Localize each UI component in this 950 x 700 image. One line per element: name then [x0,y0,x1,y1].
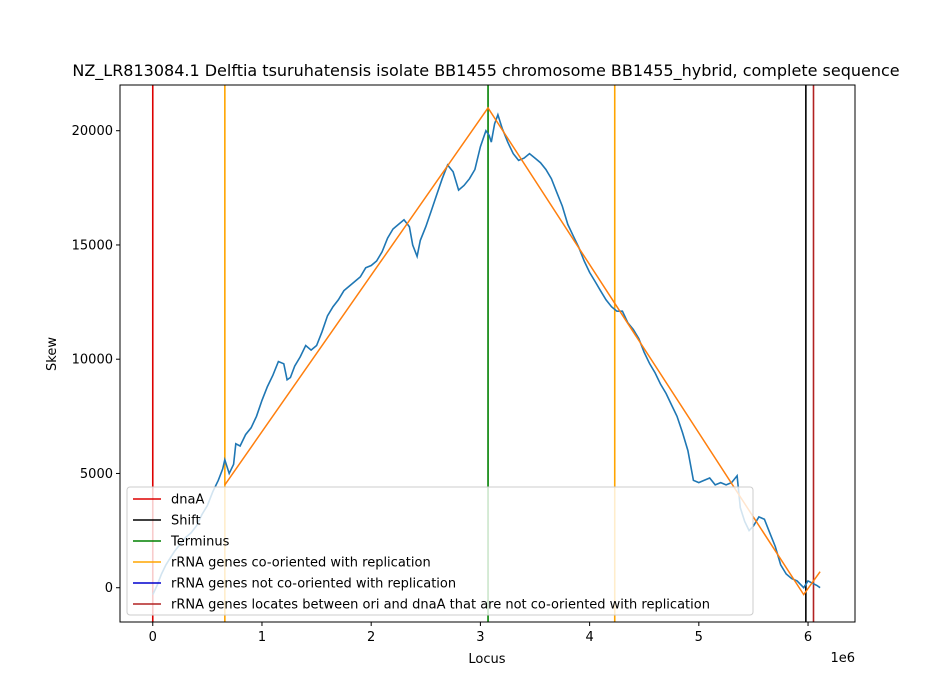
x-tick-label: 2 [367,630,375,645]
x-tick-label: 3 [476,630,484,645]
legend-label-dnaA: dnaA [171,493,204,508]
x-axis-offset-label: 1e6 [830,651,855,666]
x-tick-label: 1 [258,630,266,645]
chart-title: NZ_LR813084.1 Delftia tsuruhatensis isol… [72,61,899,81]
legend-label-shift: Shift [171,514,201,529]
plot-area [151,85,821,622]
y-tick-label: 20000 [72,124,113,139]
y-axis: 0 5000 10000 15000 20000 [72,124,120,596]
x-tick-label: 5 [695,630,703,645]
legend-label-rrna_between: rRNA genes locates between ori and dnaA … [171,598,710,613]
legend-label-rrna_not_co: rRNA genes not co-oriented with replicat… [171,577,456,592]
x-axis-label: Locus [468,652,505,667]
y-tick-label: 10000 [72,353,113,368]
legend-label-terminus: Terminus [170,535,230,550]
y-tick-label: 15000 [72,238,113,253]
series-skew-line [152,112,821,595]
x-tick-label: 4 [585,630,593,645]
x-axis: 0 1 2 3 4 5 6 [149,622,812,645]
plot-frame [119,84,856,623]
y-axis-label: Skew [45,337,60,371]
legend: dnaA Shift Terminus rRNA genes co-oriented … [126,486,754,616]
y-tick-label: 0 [105,581,113,596]
x-tick-label: 6 [804,630,812,645]
legend-label-rrna_co: rRNA genes co-oriented with replication [171,556,431,571]
legend-box [126,486,754,616]
series-fit-line [224,106,821,596]
x-tick-label: 0 [149,630,157,645]
y-tick-label: 5000 [80,467,113,482]
